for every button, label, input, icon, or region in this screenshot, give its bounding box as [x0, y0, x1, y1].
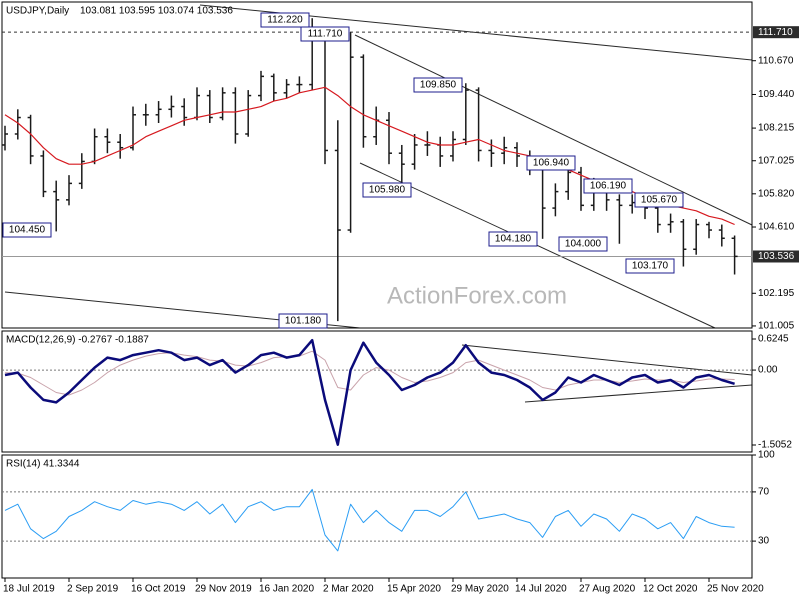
indicator-line — [4, 338, 735, 446]
annotation: 109.850 — [420, 80, 457, 91]
x-tick-label: 29 May 2020 — [451, 584, 509, 595]
annotation: 104.180 — [495, 234, 532, 245]
annotation: 104.450 — [9, 225, 46, 236]
annotation-box — [362, 182, 412, 198]
annotation-box — [634, 192, 684, 208]
price-label-box — [753, 26, 799, 39]
x-tick-label: 15 Apr 2020 — [387, 584, 441, 595]
panel-title: USDJPY,Daily — [6, 6, 69, 17]
panel-title: RSI(14) 41.3344 — [6, 459, 80, 470]
annotation-box — [278, 313, 328, 329]
y-tick-label: 0.00 — [758, 365, 778, 376]
x-tick-label: 2 Sep 2019 — [67, 584, 119, 595]
annotation-box — [260, 12, 310, 28]
y-tick-label: 30 — [758, 536, 770, 547]
y-tick-label: 70 — [758, 487, 770, 498]
annotation: 111.710 — [308, 29, 343, 40]
trend-line — [524, 384, 753, 403]
x-tick-label: 12 Oct 2020 — [643, 584, 698, 595]
x-tick-label: 16 Jan 2020 — [259, 584, 314, 595]
y-tick-label: 105.820 — [758, 188, 795, 199]
price-label: 103.536 — [758, 251, 795, 262]
annotation: 112.220 — [267, 15, 303, 26]
x-tick-label: 18 Jul 2019 — [3, 584, 55, 595]
y-tick-label: 109.440 — [758, 89, 795, 100]
indicator-line — [4, 488, 735, 552]
annotation-box — [488, 231, 538, 247]
y-tick-label: 110.670 — [758, 55, 794, 66]
panel-frame — [1, 454, 753, 579]
price-label: 111.710 — [758, 27, 793, 38]
annotation-box — [2, 222, 52, 238]
annotation: 103.170 — [632, 261, 669, 272]
x-tick-label: 27 Aug 2020 — [579, 584, 636, 595]
y-tick-label: 102.195 — [758, 288, 795, 299]
annotation: 105.670 — [641, 195, 678, 206]
x-tick-label: 16 Oct 2019 — [131, 584, 186, 595]
x-tick-label: 29 Nov 2019 — [195, 584, 252, 595]
y-tick-label: 100 — [758, 450, 775, 461]
x-tick-label: 2 Mar 2020 — [323, 584, 374, 595]
annotation-box — [526, 155, 576, 171]
annotation-box — [300, 26, 350, 42]
panel-values: 103.081 103.595 103.074 103.536 — [80, 6, 233, 17]
y-tick-label: 107.025 — [758, 155, 795, 166]
x-tick-label: 14 Jul 2020 — [515, 584, 567, 595]
annotation: 104.000 — [565, 239, 602, 250]
annotation-box — [583, 178, 633, 194]
y-tick-label: -1.5052 — [758, 440, 792, 451]
y-tick-label: 108.215 — [758, 123, 795, 134]
price-label-box — [753, 250, 799, 263]
panel-frame — [1, 1, 753, 329]
panel-title: MACD(12,26,9) -0.2767 -0.1887 — [6, 335, 149, 346]
annotation: 105.980 — [369, 185, 406, 196]
y-tick-label: 104.610 — [758, 222, 795, 233]
annotation: 106.190 — [590, 181, 627, 192]
x-tick-label: 25 Nov 2020 — [707, 584, 764, 595]
annotation-box — [558, 236, 608, 252]
trend-line — [354, 34, 753, 226]
annotation: 101.180 — [285, 316, 322, 327]
y-tick-label: 101.005 — [758, 321, 795, 332]
watermark: ActionForex.com — [387, 282, 567, 309]
annotation-box — [413, 77, 463, 93]
panel-frame — [1, 330, 753, 453]
annotation: 106.940 — [533, 158, 570, 169]
annotation-box — [625, 258, 675, 274]
y-tick-label: 0.6245 — [758, 334, 789, 345]
